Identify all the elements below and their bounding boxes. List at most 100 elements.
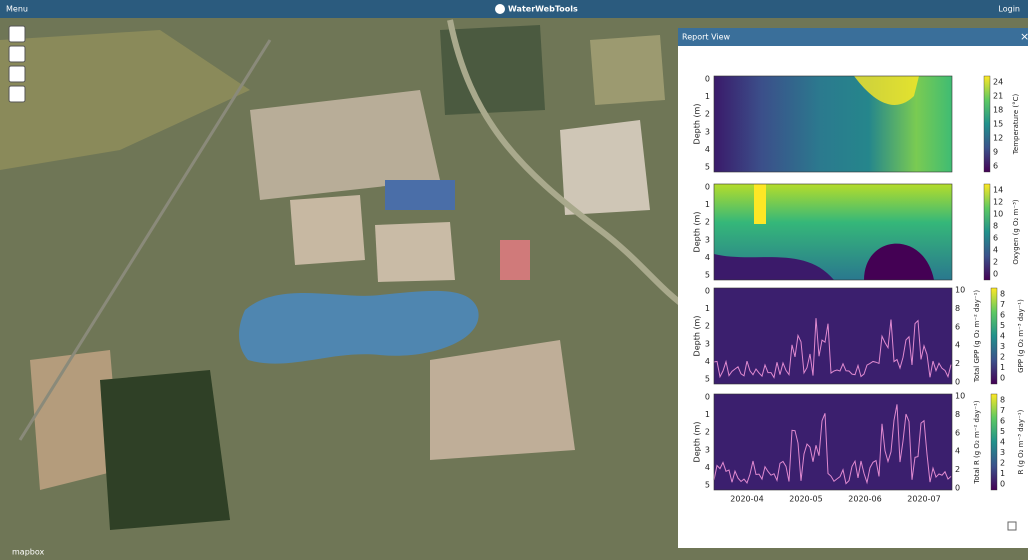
right-tick-label: 10: [955, 286, 965, 295]
field: [560, 120, 650, 215]
colorbar-tick-label: 14: [993, 186, 1003, 195]
y-tick-label: 0: [705, 287, 710, 296]
report-title: Report View: [682, 33, 731, 42]
x-tick-label: 2020-05: [789, 495, 822, 504]
x-tick-label: 2020-04: [730, 495, 763, 504]
colorbar-tick-label: 6: [993, 234, 998, 243]
right-tick-label: 0: [955, 484, 960, 493]
report-header: [678, 28, 1028, 46]
y-tick-label: 3: [705, 445, 710, 454]
y-tick-label: 2: [705, 428, 710, 437]
right-tick-label: 2: [955, 359, 960, 368]
screen: mapbox Menu WaterWebTools Login Report V…: [0, 0, 1028, 560]
brand-logo: [495, 4, 505, 14]
y-tick-label: 0: [705, 75, 710, 84]
colorbar-tick-label: 4: [1000, 332, 1005, 341]
colorbar-tick-label: 10: [993, 210, 1003, 219]
colorbar-tick-label: 5: [1000, 321, 1005, 330]
y-tick-label: 2: [705, 218, 710, 227]
right-tick-label: 2: [955, 465, 960, 474]
info-button[interactable]: [9, 66, 25, 82]
colorbar-tick-label: 3: [1000, 448, 1005, 457]
visibility-button[interactable]: [9, 46, 25, 62]
colorbar: [984, 184, 990, 280]
y-tick-label: 4: [705, 253, 710, 262]
y-tick-label: 0: [705, 393, 710, 402]
colorbar-label: Temperature (°C): [1012, 94, 1020, 156]
y-tick-label: 3: [705, 127, 710, 136]
y-tick-label: 5: [705, 271, 710, 280]
colorbar-tick-label: 2: [993, 258, 998, 267]
right-tick-label: 0: [955, 378, 960, 387]
y-tick-label: 5: [705, 375, 710, 384]
field: [430, 340, 575, 460]
y-tick-label: 5: [705, 163, 710, 172]
y-tick-label: 1: [705, 92, 710, 101]
colorbar-tick-label: 0: [1000, 374, 1005, 383]
colorbar-tick-label: 12: [993, 134, 1003, 143]
colorbar-tick-label: 1: [1000, 469, 1005, 478]
colorbar-tick-label: 0: [1000, 480, 1005, 489]
right-tick-label: 4: [955, 341, 960, 350]
y-tick-label: 4: [705, 145, 710, 154]
colorbar-tick-label: 1: [1000, 363, 1005, 372]
field: [590, 35, 665, 105]
page: mapbox Menu WaterWebTools Login Report V…: [0, 0, 1028, 560]
right-axis-label: Total R (g O₂ m⁻² day⁻¹): [973, 400, 981, 485]
colorbar-tick-label: 8: [993, 222, 998, 231]
y-axis-label: Depth (m): [693, 212, 702, 253]
colorbar-tick-label: 18: [993, 106, 1003, 115]
x-tick-label: 2020-07: [907, 495, 940, 504]
search-button[interactable]: [9, 86, 25, 102]
close-button[interactable]: ×: [1020, 30, 1028, 43]
y-tick-label: 1: [705, 410, 710, 419]
colorbar-tick-label: 21: [993, 92, 1003, 101]
colorbar-tick-label: 3: [1000, 342, 1005, 351]
colorbar-label: GPP (g O₂ m⁻³ day⁻¹): [1017, 299, 1025, 373]
colorbar-tick-label: 9: [993, 148, 998, 157]
login-button[interactable]: Login: [998, 5, 1020, 14]
brand: WaterWebTools: [508, 5, 578, 14]
colorbar-tick-label: 6: [1000, 311, 1005, 320]
right-tick-label: 6: [955, 322, 960, 331]
right-tick-label: 6: [955, 428, 960, 437]
colorbar: [991, 394, 997, 490]
right-tick-label: 8: [955, 304, 960, 313]
right-tick-label: 8: [955, 410, 960, 419]
building: [385, 180, 455, 210]
y-axis-label: Depth (m): [693, 316, 702, 357]
y-tick-label: 2: [705, 110, 710, 119]
y-tick-label: 1: [705, 200, 710, 209]
colorbar-tick-label: 0: [993, 270, 998, 279]
colorbar-label: Oxygen (g O₂ m⁻³): [1012, 199, 1020, 264]
colorbar-tick-label: 8: [1000, 396, 1005, 405]
y-axis-label: Depth (m): [693, 422, 702, 463]
y-tick-label: 2: [705, 322, 710, 331]
colorbar-tick-label: 2: [1000, 459, 1005, 468]
building: [500, 240, 530, 280]
y-tick-label: 3: [705, 235, 710, 244]
y-tick-label: 0: [705, 183, 710, 192]
menu-button[interactable]: Menu: [6, 5, 28, 14]
right-axis-label: Total GPP (g O₂ m⁻² day⁻¹): [973, 290, 981, 384]
y-tick-label: 4: [705, 357, 710, 366]
forest: [100, 370, 230, 530]
field: [375, 222, 455, 282]
colorbar-tick-label: 4: [993, 246, 998, 255]
layers-button[interactable]: [9, 26, 25, 42]
colorbar-tick-label: 6: [1000, 417, 1005, 426]
colorbar: [984, 76, 990, 172]
field: [290, 195, 365, 265]
colorbar-tick-label: 5: [1000, 427, 1005, 436]
colorbar-label: R (g O₂ m⁻³ day⁻¹): [1017, 409, 1025, 474]
y-tick-label: 4: [705, 463, 710, 472]
y-axis-label: Depth (m): [693, 104, 702, 145]
colorbar-tick-label: 8: [1000, 290, 1005, 299]
heatmap: [714, 76, 952, 172]
contour: [754, 184, 766, 224]
map-attribution: mapbox: [12, 548, 45, 557]
colorbar-tick-label: 24: [993, 78, 1003, 87]
y-tick-label: 5: [705, 481, 710, 490]
colorbar-tick-label: 7: [1000, 300, 1005, 309]
y-tick-label: 1: [705, 304, 710, 313]
